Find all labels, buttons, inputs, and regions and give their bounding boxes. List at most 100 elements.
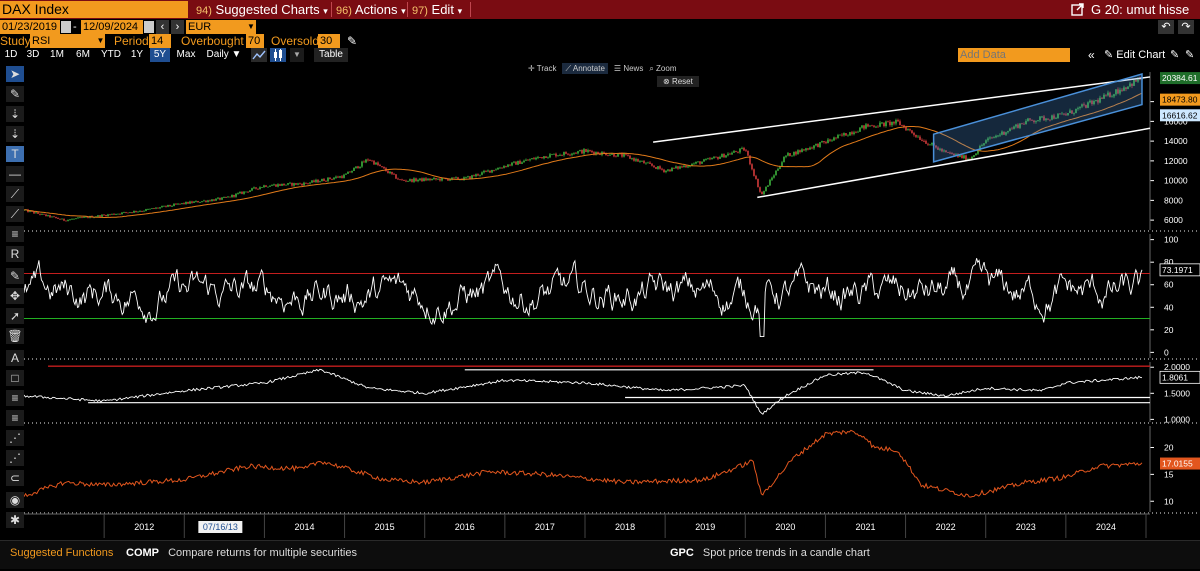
chevron-down-icon[interactable]: ▼ bbox=[290, 48, 304, 62]
period-button-3d[interactable]: 3D bbox=[26, 49, 40, 60]
currency-field[interactable]: EUR bbox=[186, 20, 246, 34]
period-button-ytd[interactable]: YTD bbox=[101, 49, 121, 60]
end-date-field[interactable]: 12/09/2024 bbox=[81, 20, 143, 34]
cursor-icon[interactable]: ➤ bbox=[6, 66, 24, 82]
track-button[interactable]: ✛ Track bbox=[528, 64, 557, 73]
chevron-down-icon[interactable]: ▼ bbox=[96, 34, 105, 48]
font-icon[interactable]: A bbox=[6, 350, 24, 366]
regression-icon[interactable]: R bbox=[6, 246, 24, 262]
prev-arrow-icon[interactable]: ‹ bbox=[156, 20, 169, 34]
collapse-icon[interactable]: « bbox=[1088, 48, 1095, 62]
footer-item-gpc[interactable]: GPC Spot price trends in a candle chart bbox=[670, 546, 870, 560]
candle bbox=[673, 167, 675, 169]
zoom-button[interactable]: ⌕ Zoom bbox=[649, 64, 677, 73]
dotted-line-icon[interactable]: ⋰ bbox=[6, 430, 24, 446]
axis-tick-label: 40 bbox=[1164, 302, 1174, 312]
candle bbox=[351, 170, 353, 173]
candle bbox=[537, 156, 539, 158]
period-button-5y[interactable]: 5Y bbox=[150, 48, 170, 62]
chevron-down-icon[interactable]: ▼ bbox=[246, 20, 256, 34]
footer-item-comp[interactable]: COMP Compare returns for multiple securi… bbox=[126, 546, 357, 560]
measure-icon[interactable]: ⋰ bbox=[6, 450, 24, 466]
x-tick-label: 2021 bbox=[855, 522, 875, 532]
move-icon[interactable]: ✥ bbox=[6, 288, 24, 304]
candle bbox=[383, 166, 385, 169]
annotate-button[interactable]: ⟋ Annotate bbox=[562, 63, 608, 74]
oversold-field[interactable]: 30 bbox=[318, 34, 340, 48]
candle bbox=[1131, 83, 1133, 86]
start-date-field[interactable]: 01/23/2019 bbox=[0, 20, 60, 34]
color-icon[interactable]: ◉ bbox=[6, 492, 24, 508]
candle bbox=[131, 212, 133, 214]
frequency-select[interactable]: Daily ▼ bbox=[206, 49, 242, 60]
candle bbox=[559, 154, 561, 156]
period-button-1y[interactable]: 1Y bbox=[130, 49, 144, 60]
candle bbox=[787, 153, 789, 156]
security-field[interactable]: DAX Index bbox=[0, 1, 188, 18]
menu-number: 96) bbox=[336, 5, 352, 17]
magnet-icon[interactable]: ⊂ bbox=[6, 470, 24, 486]
next-arrow-icon[interactable]: › bbox=[171, 20, 184, 34]
suggested-functions-label: Suggested Functions bbox=[10, 547, 114, 559]
candle bbox=[1025, 120, 1027, 125]
redo-icon[interactable]: ↷ bbox=[1178, 20, 1194, 34]
axis-tick-label: 12000 bbox=[1164, 156, 1188, 166]
candle bbox=[547, 157, 549, 159]
candle bbox=[741, 147, 743, 149]
period-field[interactable]: 14 bbox=[149, 34, 171, 48]
candle bbox=[423, 178, 425, 182]
news-button[interactable]: ☰ News bbox=[613, 64, 644, 73]
suggested-charts-menu[interactable]: 94) Suggested Charts ▾ bbox=[196, 0, 328, 19]
calendar-icon[interactable] bbox=[144, 21, 154, 33]
overbought-field[interactable]: 70 bbox=[246, 34, 264, 48]
line-icon[interactable]: — bbox=[6, 166, 24, 182]
reset-button[interactable]: ⊗ Reset bbox=[657, 76, 699, 87]
trendline-icon[interactable]: ⟋ bbox=[6, 186, 24, 202]
ray-icon[interactable]: ⟋ bbox=[6, 206, 24, 222]
calendar-icon[interactable] bbox=[61, 21, 71, 33]
candle bbox=[569, 154, 571, 156]
add-data-input[interactable] bbox=[958, 48, 1070, 62]
candle bbox=[613, 153, 615, 157]
candle-chart-icon[interactable] bbox=[270, 48, 286, 62]
pin-icon[interactable]: ✎ bbox=[1185, 49, 1195, 61]
horizontal-line-icon[interactable]: ≡ bbox=[6, 390, 24, 406]
study-field[interactable]: RSI bbox=[30, 34, 96, 48]
channel-icon[interactable]: ≡ bbox=[6, 226, 24, 242]
actions-menu[interactable]: 96) Actions ▾ bbox=[336, 0, 406, 19]
window-title: G 20: umut hisse bbox=[1091, 2, 1190, 17]
edit-icon[interactable]: ✎ bbox=[1170, 49, 1180, 61]
settings-icon[interactable]: ✱ bbox=[6, 512, 24, 528]
undo-icon[interactable]: ↶ bbox=[1158, 20, 1174, 34]
candle bbox=[605, 152, 607, 156]
period-button-1d[interactable]: 1D bbox=[4, 49, 18, 60]
period-button-6m[interactable]: 6M bbox=[76, 49, 90, 60]
menu-divider bbox=[407, 2, 408, 17]
trash-icon[interactable]: 🗑 bbox=[6, 328, 24, 344]
select-icon[interactable]: ➚ bbox=[6, 308, 24, 324]
external-window-icon[interactable] bbox=[1071, 3, 1084, 16]
text-icon[interactable]: T bbox=[6, 146, 24, 162]
candle bbox=[115, 214, 117, 215]
edit-chart-button[interactable]: ✎ Edit Chart bbox=[1104, 48, 1165, 62]
period-button-1m[interactable]: 1M bbox=[50, 49, 64, 60]
candle bbox=[121, 212, 123, 215]
rectangle-icon[interactable]: □ bbox=[6, 370, 24, 386]
table-button[interactable]: Table bbox=[314, 48, 348, 62]
candle bbox=[773, 175, 775, 178]
axis-tick-label: 20 bbox=[1164, 443, 1174, 453]
edit-menu[interactable]: 97) Edit ▾ bbox=[412, 0, 462, 19]
list-icon[interactable]: ≡ bbox=[6, 410, 24, 426]
candle bbox=[263, 185, 265, 188]
percent-icon[interactable]: ⇣ bbox=[6, 106, 24, 122]
candle bbox=[679, 166, 681, 169]
dollar-icon[interactable]: ⇣ bbox=[6, 126, 24, 142]
candle bbox=[779, 166, 781, 169]
period-button-max[interactable]: Max bbox=[176, 49, 196, 60]
line-chart-icon[interactable] bbox=[251, 48, 267, 62]
chart-canvas[interactable]: 60008000100001200014000160001800020384.6… bbox=[24, 62, 1200, 540]
pencil-icon[interactable]: ✎ bbox=[6, 268, 24, 284]
candle bbox=[119, 213, 121, 215]
pencil-icon[interactable]: ✎ bbox=[347, 34, 358, 48]
pencil-icon[interactable]: ✎ bbox=[6, 86, 24, 102]
